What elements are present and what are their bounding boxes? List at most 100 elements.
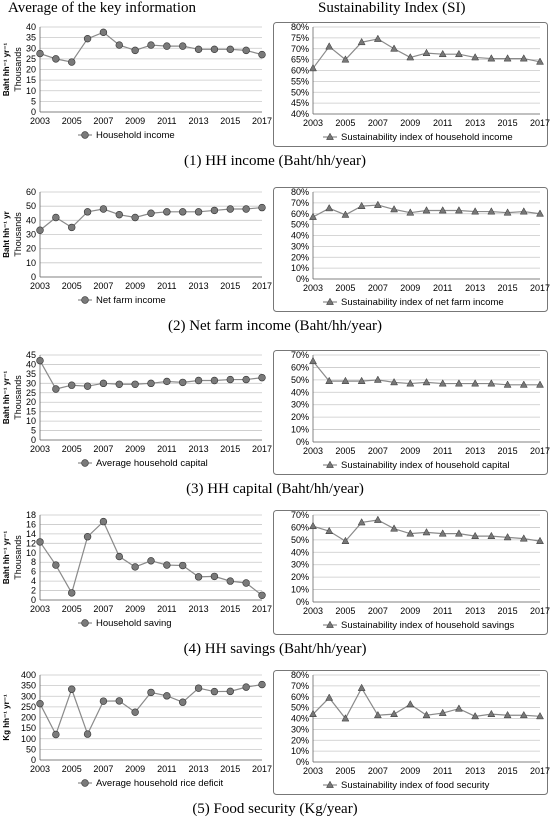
x-tick-label: 2007 bbox=[93, 281, 113, 291]
y-tick-label: 20 bbox=[26, 65, 36, 75]
x-tick-label: 2007 bbox=[368, 766, 388, 776]
x-tick-label: 2009 bbox=[400, 283, 420, 293]
y-tick-label: 0 bbox=[31, 755, 36, 765]
y-tick-label: 10 bbox=[26, 416, 36, 426]
y-tick-label: 60% bbox=[291, 522, 309, 532]
y-tick-label: 70% bbox=[291, 510, 309, 520]
data-point bbox=[226, 577, 234, 585]
data-point bbox=[52, 55, 60, 63]
data-point bbox=[422, 378, 431, 386]
data-point bbox=[68, 589, 76, 597]
data-point bbox=[258, 373, 266, 382]
data-point bbox=[422, 710, 431, 719]
data-point bbox=[115, 552, 123, 561]
data-point bbox=[194, 684, 203, 692]
y-tick-label: 60% bbox=[291, 66, 309, 76]
y-tick-label: 0 bbox=[31, 272, 36, 282]
y-tick-label: 60 bbox=[26, 187, 36, 197]
y-tick-label: 16 bbox=[26, 519, 36, 529]
x-tick-label: 2003 bbox=[30, 764, 50, 774]
y-tick-label: 400 bbox=[21, 670, 36, 680]
data-point bbox=[309, 64, 317, 72]
x-tick-label: 2011 bbox=[433, 283, 452, 293]
x-tick-label: 2017 bbox=[530, 766, 550, 776]
x-tick-label: 2009 bbox=[400, 446, 420, 456]
data-point bbox=[52, 385, 60, 393]
x-tick-label: 2015 bbox=[498, 283, 518, 293]
data-point bbox=[83, 208, 92, 216]
x-tick-label: 2013 bbox=[189, 281, 209, 291]
x-tick-label: 2011 bbox=[157, 281, 176, 291]
y-tick-label: 15 bbox=[26, 75, 36, 85]
data-point bbox=[226, 687, 234, 696]
y-tick-label: 70% bbox=[291, 681, 309, 691]
data-point bbox=[163, 692, 171, 700]
x-tick-label: 2003 bbox=[303, 283, 323, 293]
data-point bbox=[487, 531, 496, 539]
x-tick-label: 2007 bbox=[93, 116, 113, 126]
y-tick-label: 0 bbox=[31, 107, 36, 117]
y-tick-label: 60% bbox=[291, 692, 309, 702]
x-tick-label: 2015 bbox=[498, 606, 518, 616]
data-point bbox=[406, 208, 415, 216]
x-tick-label: 2009 bbox=[125, 116, 145, 126]
data-point bbox=[455, 704, 463, 712]
data-point bbox=[99, 379, 108, 388]
data-point bbox=[147, 379, 155, 388]
x-tick-label: 2011 bbox=[157, 764, 176, 774]
data-point bbox=[341, 376, 350, 384]
data-point bbox=[210, 572, 219, 581]
y-tick-label: 40 bbox=[26, 359, 36, 369]
x-tick-label: 2017 bbox=[530, 606, 550, 616]
y-tick-label: 10 bbox=[26, 258, 36, 268]
data-point bbox=[406, 379, 415, 387]
data-point bbox=[147, 688, 155, 697]
x-tick-label: 2011 bbox=[157, 116, 176, 126]
x-tick-label: 2007 bbox=[368, 606, 388, 616]
y-tick-label: 6 bbox=[31, 567, 36, 577]
x-tick-label: 2009 bbox=[125, 281, 145, 291]
x-tick-label: 2013 bbox=[465, 766, 485, 776]
y-tick-label: 5 bbox=[31, 426, 36, 436]
x-tick-label: 2015 bbox=[220, 281, 240, 291]
x-tick-label: 2011 bbox=[433, 606, 452, 616]
y-tick-label: 4 bbox=[31, 576, 36, 586]
y-tick-label: 0% bbox=[296, 274, 309, 284]
data-point bbox=[179, 561, 187, 570]
legend-label: Sustainability index of food security bbox=[341, 780, 490, 791]
y-axis-title: Baht hh⁻¹ yr bbox=[2, 211, 11, 257]
y-tick-label: 30 bbox=[26, 43, 36, 53]
y-tick-label: 80% bbox=[291, 670, 309, 680]
x-tick-label: 2011 bbox=[157, 604, 176, 614]
legend-label: Average household capital bbox=[96, 458, 208, 469]
data-point bbox=[503, 54, 512, 62]
x-tick-label: 2009 bbox=[125, 604, 145, 614]
x-tick-label: 2017 bbox=[530, 283, 550, 293]
y-tick-label: 25 bbox=[26, 54, 36, 64]
data-point bbox=[536, 536, 544, 544]
y-tick-label: 30% bbox=[291, 560, 309, 570]
data-point bbox=[390, 524, 398, 532]
y-tick-label: 20% bbox=[291, 572, 309, 582]
data-point bbox=[179, 208, 187, 216]
y-tick-label: 30% bbox=[291, 400, 309, 410]
data-point bbox=[390, 709, 398, 717]
y-tick-label: 60% bbox=[291, 209, 309, 219]
y-axis-unit: Thousands bbox=[13, 535, 23, 580]
x-tick-label: 2013 bbox=[465, 446, 485, 456]
data-point bbox=[438, 206, 447, 214]
data-point bbox=[357, 37, 366, 46]
data-point bbox=[357, 518, 366, 526]
legend-marker bbox=[326, 780, 334, 788]
y-tick-label: 30 bbox=[26, 230, 36, 240]
y-tick-label: 200 bbox=[21, 713, 36, 723]
section-caption: (1) HH income (Baht/hh/year) bbox=[183, 153, 367, 169]
x-tick-label: 2007 bbox=[368, 283, 388, 293]
x-tick-label: 2009 bbox=[400, 606, 420, 616]
data-point bbox=[131, 213, 139, 222]
x-tick-label: 2003 bbox=[30, 604, 50, 614]
data-point bbox=[341, 55, 350, 63]
data-point bbox=[325, 203, 334, 212]
